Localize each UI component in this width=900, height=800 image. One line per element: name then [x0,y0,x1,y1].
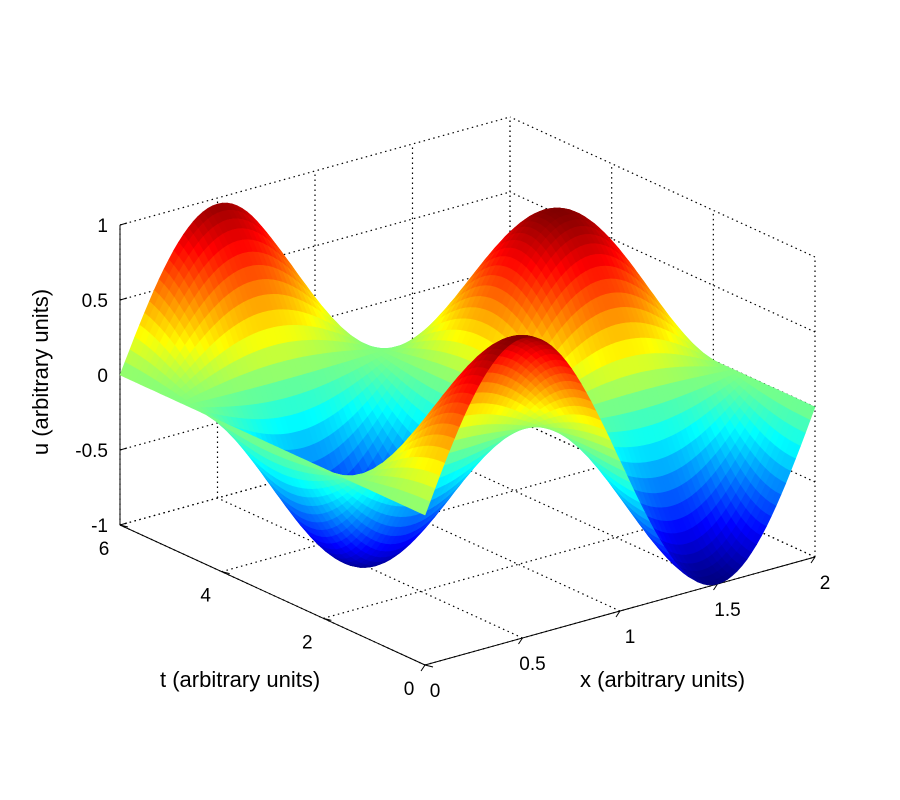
grid-line [217,497,523,639]
grid-line [119,116,511,226]
grid-line [509,416,816,558]
y-axis-line [119,524,426,666]
x-tick-mark [420,664,426,672]
t-tick-mark [221,571,230,575]
y-axis-label: t (arbitrary units) [160,667,320,692]
x-tick-label: 0 [430,681,441,702]
x-tick-mark [615,610,621,618]
z-tick-label: 0.5 [82,291,108,312]
z-tick-mark [119,297,128,301]
z-tick-mark [119,447,128,451]
t-tick-label: 4 [200,586,211,607]
t-tick-mark [323,617,332,621]
z-tick-label: -0.5 [75,441,108,462]
z-tick-mark [119,522,128,526]
z-tick-label: 0 [97,366,108,387]
x-tick-mark [810,556,816,564]
grid-line [412,443,718,585]
t-tick-label: 6 [99,539,110,560]
x-tick-label: 0.5 [519,654,545,675]
z-tick-label: 1 [97,216,108,237]
t-tick-mark [424,664,434,668]
grid-line [509,116,816,258]
x-tick-label: 1.5 [714,600,740,621]
x-tick-label: 1 [625,627,636,648]
x-axis-label: x (arbitrary units) [580,667,745,692]
x-tick-mark [518,637,523,645]
z-axis-label: u (arbitrary units) [28,289,53,455]
z-tick-label: -1 [91,516,108,537]
surface [119,202,816,586]
x-tick-mark [713,583,718,591]
z-tick-mark [119,222,128,226]
x-tick-label: 2 [820,573,831,594]
t-tick-mark [119,524,129,528]
t-tick-label: 2 [302,632,313,653]
t-tick-label: 0 [404,679,415,700]
grid-line [509,191,816,333]
grid-line [314,470,621,612]
